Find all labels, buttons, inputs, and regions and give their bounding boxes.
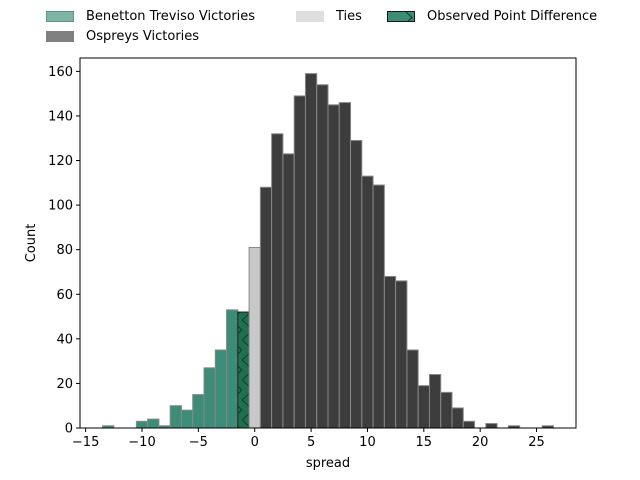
legend-item-ospreys: Ospreys Victories <box>46 29 199 44</box>
legend-label-ties: Ties <box>336 9 362 24</box>
bar-ospreys <box>451 407 464 429</box>
legend-item-ties: Ties <box>296 9 362 24</box>
legend-swatch-ospreys <box>46 31 74 42</box>
bar-ospreys <box>327 104 340 429</box>
bar-benetton <box>135 420 149 429</box>
bar-ospreys <box>304 73 318 429</box>
legend-label-benetton: Benetton Treviso Victories <box>86 9 256 24</box>
bar-ties <box>248 246 261 429</box>
bar-ospreys <box>395 280 408 429</box>
bar-ospreys <box>428 374 442 429</box>
bar-ospreys <box>417 385 430 429</box>
y-tick-label: 60 <box>56 288 73 303</box>
bar-benetton <box>192 394 205 429</box>
bar-ospreys <box>338 102 352 429</box>
bar-ospreys <box>440 391 453 429</box>
plot-frame <box>79 57 577 429</box>
x-axis-label: spread <box>306 456 350 471</box>
bar-benetton <box>226 309 239 429</box>
x-tick-label: 15 <box>416 435 433 450</box>
chart-legend: Benetton Treviso Victories Ospreys Victo… <box>0 0 640 50</box>
bar-benetton <box>180 409 194 429</box>
observed-bar-hatch <box>237 311 250 429</box>
y-tick-label: 120 <box>48 154 73 169</box>
bars-group <box>102 73 554 429</box>
bar-ospreys <box>383 275 397 429</box>
bar-ospreys <box>259 186 273 429</box>
x-tick-label: −10 <box>128 435 155 450</box>
x-tick-label: 5 <box>307 435 315 450</box>
legend-item-observed: Observed Point Difference <box>387 9 597 24</box>
bar-benetton <box>203 367 216 429</box>
bar-ospreys <box>271 133 284 429</box>
legend-swatch-observed <box>387 11 415 22</box>
x-tick-label: −5 <box>189 435 208 450</box>
bar-ospreys <box>406 349 419 429</box>
y-tick-label: 20 <box>56 377 73 392</box>
bar-ospreys <box>485 423 498 429</box>
bar-ospreys <box>350 139 363 429</box>
bar-benetton <box>214 349 228 429</box>
y-tick-label: 100 <box>48 199 73 214</box>
legend-label-ospreys: Ospreys Victories <box>86 29 200 44</box>
y-axis-label: Count <box>24 224 39 263</box>
x-tick-label: −15 <box>72 435 99 450</box>
bar-ospreys <box>316 84 329 429</box>
bar-ospreys <box>282 153 295 429</box>
bar-benetton <box>147 418 160 429</box>
x-tick-label: 10 <box>359 435 376 450</box>
y-tick-label: 0 <box>65 422 73 437</box>
y-tick-label: 80 <box>56 243 73 258</box>
y-tick-label: 40 <box>56 332 73 347</box>
x-tick-label: 25 <box>528 435 545 450</box>
legend-swatch-ties <box>296 11 324 22</box>
x-axis-ticks: −15 −10 −5 0 5 10 15 20 25 <box>72 428 545 450</box>
bar-ospreys <box>462 420 476 429</box>
x-tick-label: 20 <box>472 435 489 450</box>
y-tick-label: 140 <box>48 109 73 124</box>
bar-ospreys <box>293 95 306 429</box>
legend-swatch-benetton <box>46 11 74 22</box>
y-axis-ticks: 0 20 40 60 80 100 120 140 160 <box>48 65 80 437</box>
bar-ospreys <box>361 175 374 429</box>
bar-benetton <box>169 405 182 429</box>
legend-label-observed: Observed Point Difference <box>427 9 598 24</box>
y-tick-label: 160 <box>48 65 73 80</box>
legend-item-benetton: Benetton Treviso Victories <box>46 9 255 24</box>
x-tick-label: 0 <box>251 435 259 450</box>
bar-ospreys <box>372 184 385 429</box>
